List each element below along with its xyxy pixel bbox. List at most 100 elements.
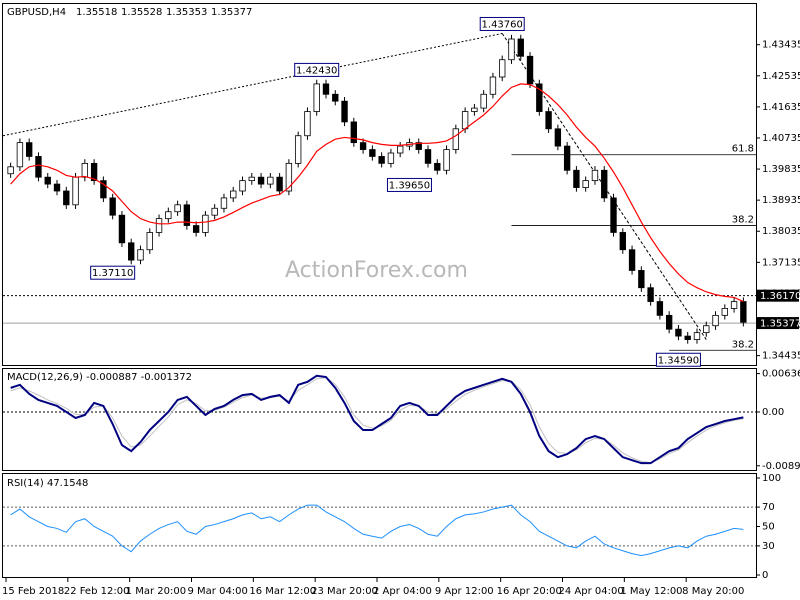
candle-down [638, 270, 645, 289]
candle-down [415, 142, 422, 150]
macd-panel-frame [2, 368, 757, 471]
ohlc-open: 1.35518 [76, 7, 117, 18]
candle-down [257, 176, 265, 185]
candle-down [192, 225, 200, 233]
price-title: GBPUSD,H4 [7, 7, 66, 18]
candle-down [369, 149, 376, 157]
time-axis-label: 22 Feb 12:00 [64, 586, 130, 597]
candle-up [239, 180, 246, 192]
candle-up [443, 149, 450, 171]
fib-level-label: 61.8 [732, 144, 754, 155]
candle-down [517, 38, 524, 57]
moving-average-line [10, 83, 744, 303]
candle-up [7, 166, 14, 175]
ohlc-close: 1.35377 [211, 7, 252, 18]
time-axis-label: 1 May 12:00 [620, 586, 682, 597]
price-axis-label: 1.41635 [762, 102, 800, 113]
swing-label-text: 1.34590 [658, 355, 699, 366]
price-axis-label: 1.34435 [762, 351, 800, 362]
candle-down [628, 249, 636, 271]
candle-up [730, 301, 738, 309]
candle-up [721, 308, 728, 316]
time-axis-label: 1 Mar 20:00 [126, 586, 186, 597]
time-axis-label: 2 Apr 04:00 [373, 586, 432, 597]
time-axis-label: 15 Feb 2018 [2, 586, 64, 597]
candle-down [545, 111, 552, 130]
price-marker-label: 1.36170 [760, 291, 800, 302]
rsi-axis-label: 70 [762, 502, 775, 513]
price-marker-box [757, 289, 799, 302]
candle-up [202, 214, 209, 233]
watermark-text: ActionForex.com [285, 258, 468, 283]
candle-down [332, 93, 339, 102]
rsi-title: RSI(14) 47.1548 [7, 478, 88, 489]
candle-up [397, 145, 404, 154]
candle-down [341, 100, 348, 123]
candle-down [610, 197, 617, 233]
price-axis-label: 1.37135 [762, 257, 800, 268]
swing-label-text: 1.39650 [389, 180, 430, 191]
fib-level-label: 38.2 [732, 215, 754, 226]
candle-up [508, 38, 515, 61]
price-axis-label: 1.43435 [762, 40, 800, 51]
candle-up [16, 142, 24, 168]
candle-up [146, 232, 153, 251]
candle-down [350, 121, 357, 144]
rsi-panel-frame [2, 473, 757, 578]
price-marker-box [757, 317, 799, 330]
candle-down [26, 142, 33, 157]
candle-down [63, 190, 70, 206]
candle-down [118, 214, 126, 244]
candle-up [81, 162, 89, 178]
candle-down [53, 183, 61, 192]
rsi-axis-label: 30 [762, 541, 775, 552]
candle-up [387, 152, 395, 164]
candle-down [359, 142, 367, 150]
time-axis-label: 16 Mar 12:00 [249, 586, 316, 597]
candle-down [554, 128, 562, 147]
rising-trendline [2, 32, 503, 137]
candle-down [684, 335, 691, 340]
swing-label-text: 1.37110 [92, 268, 133, 279]
ohlc-high: 1.35528 [121, 7, 162, 18]
candle-up [582, 180, 589, 188]
candle-down [35, 156, 42, 178]
swing-label-box [479, 16, 525, 31]
time-axis-label: 24 Apr 04:00 [559, 586, 624, 597]
swing-label-text: 1.43760 [482, 19, 523, 30]
swing-label-box [386, 177, 432, 192]
candle-down [619, 232, 626, 251]
candle-down [322, 83, 330, 95]
candle-down [378, 156, 385, 164]
rsi-axis-label: 100 [762, 473, 781, 484]
time-axis-label: 16 Apr 20:00 [497, 586, 562, 597]
candle-up [211, 207, 218, 216]
candle-down [109, 197, 116, 216]
candle-up [267, 176, 274, 185]
candle-up [703, 325, 710, 334]
candle-down [276, 176, 283, 192]
candle-up [230, 190, 237, 199]
candle-up [452, 128, 460, 150]
candle-down [563, 145, 571, 171]
candle-up [471, 107, 478, 112]
time-axis-label: 9 Apr 12:00 [435, 586, 494, 597]
candle-down [665, 314, 673, 330]
ohlc-low: 1.35353 [166, 7, 207, 18]
candle-up [72, 176, 79, 206]
candle-down [740, 301, 747, 323]
candle-up [220, 197, 228, 209]
candle-down [675, 328, 682, 337]
rsi-plot [3, 504, 756, 557]
rsi-line [10, 504, 744, 557]
candle-up [712, 314, 719, 327]
candle-down [183, 204, 191, 226]
candle-up [499, 59, 506, 78]
candle-up [248, 176, 255, 182]
macd-axis-label: 0.00 [762, 407, 784, 418]
candle-up [480, 93, 487, 109]
price-axis-label: 1.39835 [762, 164, 800, 175]
candle-up [304, 111, 311, 137]
fib-level-label: 38.2 [732, 339, 754, 350]
